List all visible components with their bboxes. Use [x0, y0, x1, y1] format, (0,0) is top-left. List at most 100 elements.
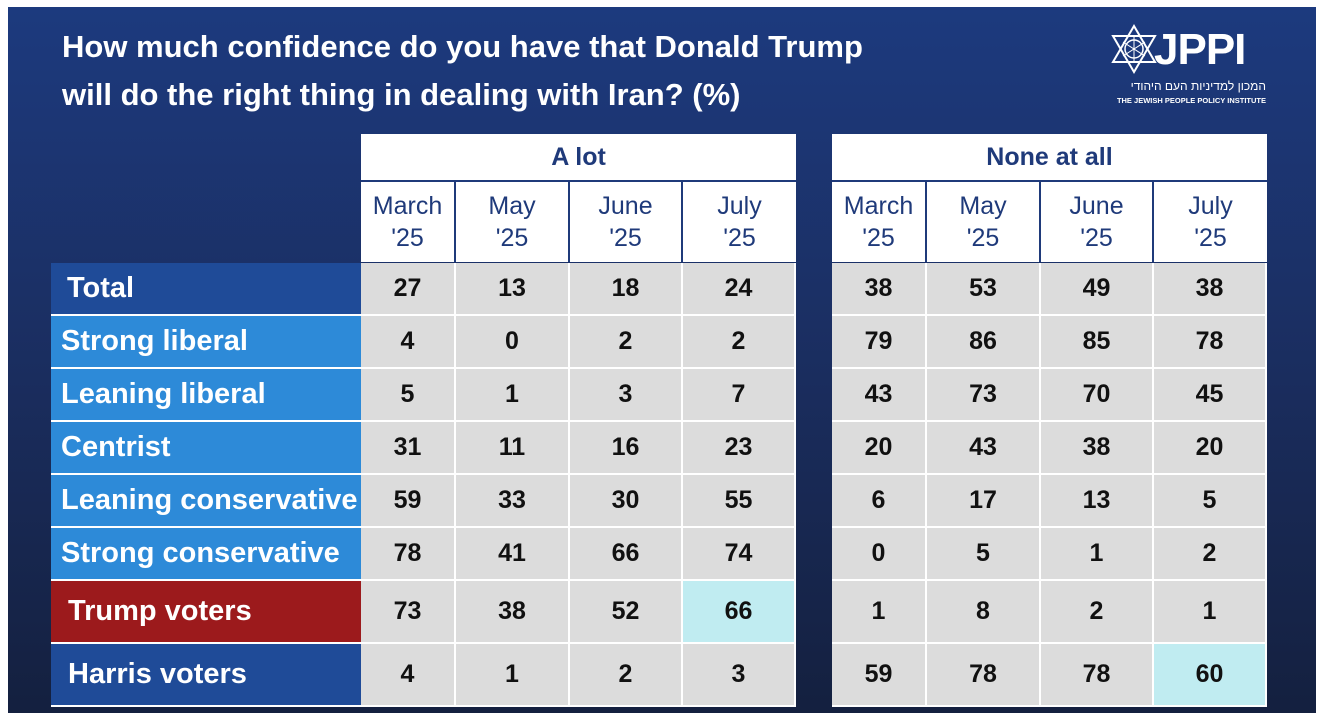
cell-a-lot-centrist-july: 23	[683, 422, 796, 475]
cell-none-at-all-total-july: 38	[1154, 263, 1267, 316]
cell-a-lot-leaning-conservative-june: 30	[570, 475, 683, 528]
cell-none-at-all-trump-voters-may: 8	[927, 581, 1041, 644]
cell-none-at-all-strong-liberal-may: 86	[927, 316, 1041, 369]
row-label-total: Total	[51, 263, 361, 316]
row-label-leaning-liberal: Leaning liberal	[51, 369, 361, 422]
chart-slide: How much confidence do you have that Don…	[8, 7, 1316, 713]
column-header-june: June '25	[1041, 182, 1154, 262]
cell-none-at-all-leaning-conservative-june: 13	[1041, 475, 1154, 528]
cell-none-at-all-strong-conservative-june: 1	[1041, 528, 1154, 581]
column-header-july: July '25	[683, 182, 796, 262]
panel-a-lot: A lot March '25 May '25 June '25 July '25	[361, 134, 796, 262]
cell-a-lot-strong-liberal-may: 0	[456, 316, 570, 369]
cell-none-at-all-harris-voters-may: 78	[927, 644, 1041, 707]
cell-a-lot-leaning-conservative-march: 59	[361, 475, 456, 528]
cell-a-lot-leaning-liberal-june: 3	[570, 369, 683, 422]
panel-title-a-lot: A lot	[361, 134, 796, 182]
cell-a-lot-centrist-june: 16	[570, 422, 683, 475]
chart-title: How much confidence do you have that Don…	[62, 23, 962, 119]
title-line-2: will do the right thing in dealing with …	[62, 77, 741, 112]
cell-a-lot-centrist-may: 11	[456, 422, 570, 475]
title-line-1: How much confidence do you have that Don…	[62, 29, 863, 64]
panel-none-at-all: None at all March '25 May '25 June '25 July '25	[832, 134, 1267, 262]
cell-a-lot-leaning-liberal-july: 7	[683, 369, 796, 422]
column-header-year: '25	[1080, 224, 1113, 252]
panel-title-none-at-all: None at all	[832, 134, 1267, 182]
column-header-may: May '25	[456, 182, 570, 262]
cell-a-lot-total-march: 27	[361, 263, 456, 316]
cell-none-at-all-strong-liberal-june: 85	[1041, 316, 1154, 369]
row-label-strong-conservative: Strong conservative	[51, 528, 361, 581]
row-label-strong-liberal: Strong liberal	[51, 316, 361, 369]
cell-a-lot-leaning-conservative-may: 33	[456, 475, 570, 528]
cell-a-lot-strong-liberal-july: 2	[683, 316, 796, 369]
cell-none-at-all-leaning-liberal-june: 70	[1041, 369, 1154, 422]
cell-none-at-all-leaning-liberal-may: 73	[927, 369, 1041, 422]
cell-a-lot-strong-conservative-june: 66	[570, 528, 683, 581]
cell-none-at-all-leaning-liberal-july: 45	[1154, 369, 1267, 422]
column-header-month: March	[372, 192, 443, 220]
cell-a-lot-harris-voters-march: 4	[361, 644, 456, 707]
cell-none-at-all-trump-voters-march: 1	[832, 581, 927, 644]
cell-none-at-all-strong-liberal-july: 78	[1154, 316, 1267, 369]
cell-a-lot-strong-liberal-march: 4	[361, 316, 456, 369]
cell-a-lot-harris-voters-june: 2	[570, 644, 683, 707]
column-header-july: July '25	[1154, 182, 1267, 262]
cell-none-at-all-strong-liberal-march: 79	[832, 316, 927, 369]
column-header-march: March '25	[832, 182, 927, 262]
cell-a-lot-harris-voters-may: 1	[456, 644, 570, 707]
logo-english-name: THE JEWISH PEOPLE POLICY INSTITUTE	[1116, 96, 1266, 105]
cell-a-lot-total-july: 24	[683, 263, 796, 316]
cell-a-lot-leaning-liberal-march: 5	[361, 369, 456, 422]
column-header-year: '25	[1194, 224, 1227, 252]
cell-a-lot-strong-conservative-july: 74	[683, 528, 796, 581]
column-header-month: May	[959, 192, 1007, 220]
column-header-month: June	[1069, 192, 1124, 220]
cell-none-at-all-total-june: 49	[1041, 263, 1154, 316]
cell-a-lot-strong-conservative-march: 78	[361, 528, 456, 581]
cell-a-lot-strong-conservative-may: 41	[456, 528, 570, 581]
logo-wordmark: JPPI	[1154, 25, 1246, 74]
cell-a-lot-trump-voters-march: 73	[361, 581, 456, 644]
cell-none-at-all-trump-voters-july: 1	[1154, 581, 1267, 644]
cell-none-at-all-harris-voters-july: 60	[1154, 644, 1267, 707]
column-header-year: '25	[391, 224, 424, 252]
column-header-month: July	[1188, 192, 1233, 220]
column-header-year: '25	[495, 224, 529, 252]
cell-a-lot-leaning-conservative-july: 55	[683, 475, 796, 528]
cell-none-at-all-strong-conservative-march: 0	[832, 528, 927, 581]
cell-a-lot-trump-voters-july: 66	[683, 581, 796, 644]
logo-hebrew-name: המכון למדיניות העם היהודי	[1130, 79, 1266, 93]
cell-none-at-all-leaning-conservative-may: 17	[927, 475, 1041, 528]
cell-none-at-all-strong-conservative-july: 2	[1154, 528, 1267, 581]
cell-a-lot-centrist-march: 31	[361, 422, 456, 475]
cell-none-at-all-centrist-june: 38	[1041, 422, 1154, 475]
cell-a-lot-strong-liberal-june: 2	[570, 316, 683, 369]
cell-none-at-all-centrist-july: 20	[1154, 422, 1267, 475]
row-label-leaning-conservative: Leaning conservative	[51, 475, 361, 528]
column-header-may: May '25	[927, 182, 1041, 262]
cell-a-lot-total-june: 18	[570, 263, 683, 316]
cell-none-at-all-centrist-may: 43	[927, 422, 1041, 475]
column-header-year: '25	[966, 224, 1000, 252]
row-label-trump-voters: Trump voters	[51, 581, 361, 644]
row-label-centrist: Centrist	[51, 422, 361, 475]
column-header-june: June '25	[570, 182, 683, 262]
cell-none-at-all-harris-voters-june: 78	[1041, 644, 1154, 707]
cell-a-lot-trump-voters-may: 38	[456, 581, 570, 644]
cell-none-at-all-harris-voters-march: 59	[832, 644, 927, 707]
column-header-year: '25	[609, 224, 642, 252]
column-header-month: June	[598, 192, 653, 220]
cell-none-at-all-centrist-march: 20	[832, 422, 927, 475]
column-header-month: March	[843, 192, 914, 220]
cell-none-at-all-total-march: 38	[832, 263, 927, 316]
cell-a-lot-leaning-liberal-may: 1	[456, 369, 570, 422]
column-header-month: July	[717, 192, 762, 220]
jppi-logo: JPPI המכון למדיניות העם היהודי THE JEWIS…	[1108, 17, 1268, 112]
row-label-harris-voters: Harris voters	[51, 644, 361, 707]
cell-none-at-all-trump-voters-june: 2	[1041, 581, 1154, 644]
column-header-month: May	[488, 192, 536, 220]
cell-a-lot-total-may: 13	[456, 263, 570, 316]
cell-none-at-all-leaning-conservative-july: 5	[1154, 475, 1267, 528]
cell-none-at-all-strong-conservative-may: 5	[927, 528, 1041, 581]
